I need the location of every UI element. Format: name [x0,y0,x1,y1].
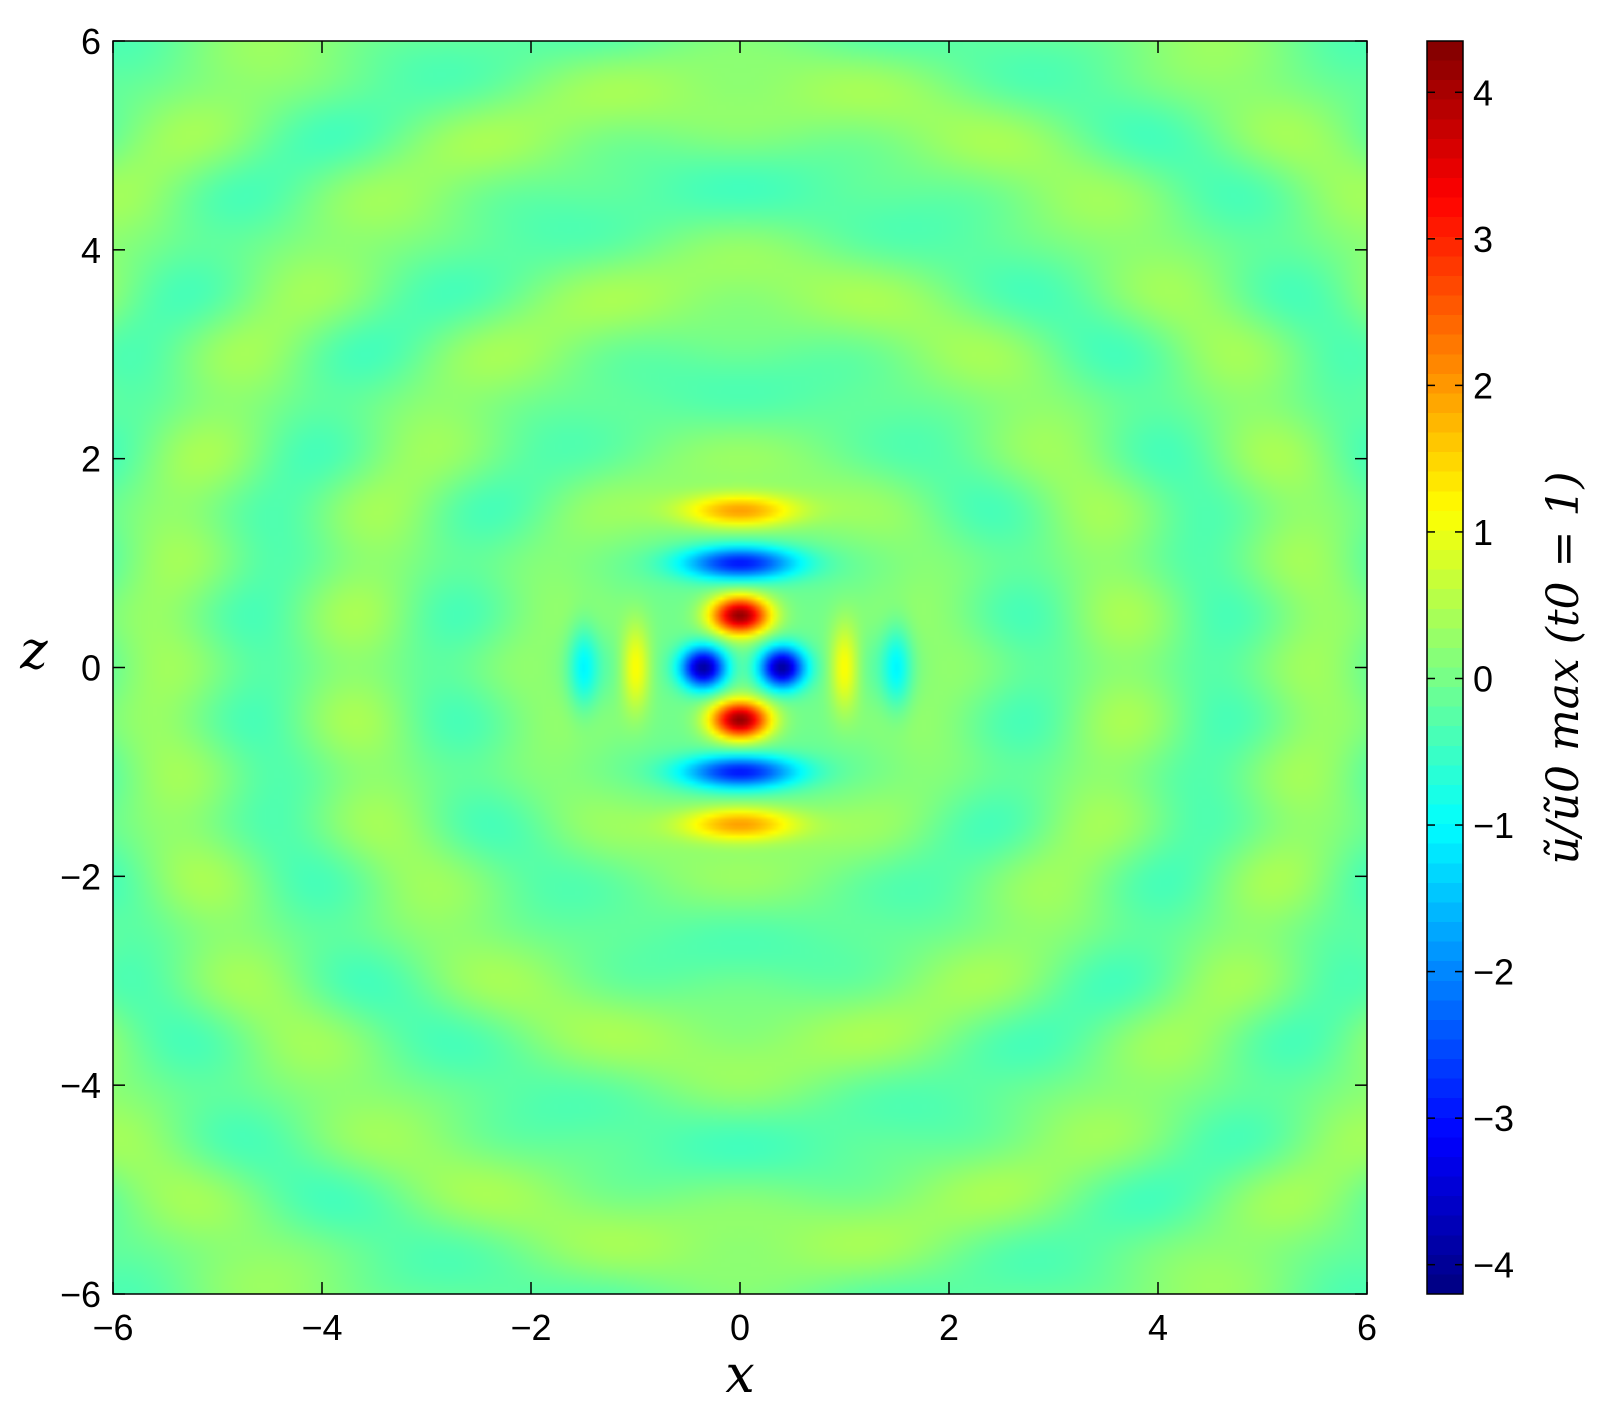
colorbar-tick-label: −3 [1473,1098,1514,1139]
colorbar-ticks: −4 −3 −2 −1 0 1 2 3 4 [1427,72,1514,1286]
x-tick-label: 0 [730,1307,750,1348]
y-tick-label: 2 [81,439,101,480]
colorbar-gradient [1427,41,1463,1294]
heatmap-field [113,41,1367,1294]
x-tick-label: 4 [1148,1307,1168,1348]
colorbar-tick-label: 1 [1473,512,1493,553]
y-tick-label: 4 [81,230,101,271]
x-tick-label: 6 [1357,1307,1377,1348]
colorbar-frame [1426,40,1464,1295]
x-axis-label: x [725,1345,754,1405]
colorbar-tick-label: 4 [1473,72,1493,113]
x-tick-label: 2 [939,1307,959,1348]
y-axis-ticks: −6 −4 −2 0 2 4 6 [60,21,1367,1315]
y-tick-label: 6 [81,21,101,62]
x-tick-label: −2 [510,1307,551,1348]
colorbar-tick-label: 2 [1473,365,1493,406]
x-axis-ticks: −6 −4 −2 0 2 4 6 [92,41,1377,1348]
y-tick-label: −6 [60,1274,101,1315]
colorbar-tick-label: −1 [1473,805,1514,846]
x-tick-label: −6 [92,1307,133,1348]
colorbar-tick-label: −4 [1473,1245,1514,1286]
y-tick-label: −2 [60,856,101,897]
colorbar-label: ũ/ũ0 max (t0 = 1) [1538,471,1589,864]
y-tick-label: 0 [81,648,101,689]
colorbar-tick-label: 3 [1473,219,1493,260]
colorbar-tick-label: 0 [1473,658,1493,699]
x-tick-label: −4 [301,1307,342,1348]
colorbar: −4 −3 −2 −1 0 1 2 3 4 ũ/ũ0 max (t0 = 1) [1426,40,1589,1295]
y-axis-label: z [19,621,48,681]
y-tick-label: −4 [60,1065,101,1106]
colorbar-tick-label: −2 [1473,952,1514,993]
plot-area [112,40,1368,1295]
